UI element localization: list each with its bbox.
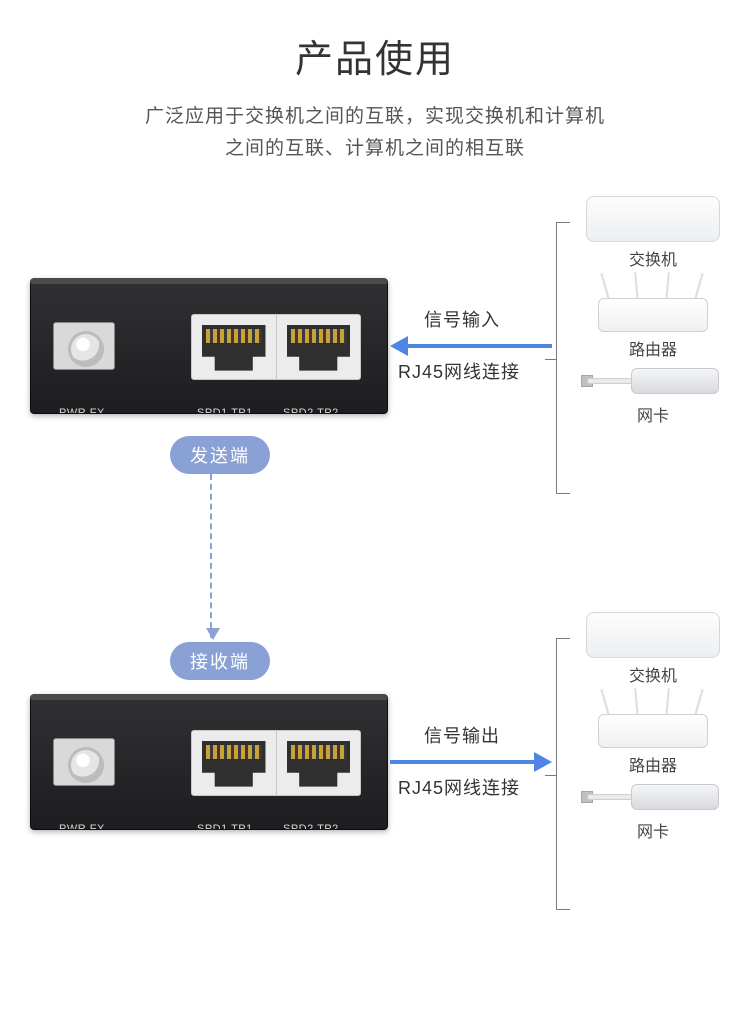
device-label: 交换机 <box>629 662 677 686</box>
device-label: 网卡 <box>637 818 669 842</box>
bracket-bottom <box>556 638 570 910</box>
pill-send: 发送端 <box>170 436 270 474</box>
signal-input-label: 信号输入 <box>424 306 500 332</box>
switch-icon <box>586 612 720 658</box>
device-nic: 网卡 <box>587 366 719 426</box>
router-icon <box>598 276 708 332</box>
bracket-tick <box>545 775 557 777</box>
router-icon <box>598 692 708 748</box>
device-column-bottom: 交换机 路由器 网卡 <box>578 612 728 848</box>
device-nic: 网卡 <box>587 782 719 842</box>
signal-output-label: 信号输出 <box>424 722 500 748</box>
label-pwr-fx: PWR FX <box>59 823 105 829</box>
bracket-top <box>556 222 570 494</box>
device-label: 路由器 <box>629 752 677 776</box>
device-router: 路由器 <box>598 276 708 360</box>
fx-port-icon <box>53 738 115 786</box>
subtitle-line-2: 之间的互联、计算机之间的相互联 <box>225 138 525 159</box>
converter-top: PWR FX SPD1 TP1 SPD2 TP2 <box>30 278 388 414</box>
device-label: 交换机 <box>629 246 677 270</box>
dashed-arrowhead-icon <box>206 628 220 640</box>
arrow-output <box>390 752 552 772</box>
converter-bottom: PWR FX SPD1 TP1 SPD2 TP2 <box>30 694 388 830</box>
nic-icon <box>587 366 719 398</box>
rj45-ports-icon <box>191 730 361 796</box>
label-spd1: SPD1 TP1 <box>197 823 253 829</box>
device-label: 网卡 <box>637 402 669 426</box>
device-switch: 交换机 <box>586 612 720 686</box>
fx-port-icon <box>53 322 115 370</box>
label-pwr-fx: PWR FX <box>59 407 105 413</box>
bracket-tick <box>545 359 557 361</box>
rj45-label-bottom: RJ45网线连接 <box>398 774 520 800</box>
rj45-label-top: RJ45网线连接 <box>398 358 520 384</box>
label-spd1: SPD1 TP1 <box>197 407 253 413</box>
label-spd2: SPD2 TP2 <box>283 407 339 413</box>
switch-icon <box>586 196 720 242</box>
nic-icon <box>587 782 719 814</box>
page-title: 产品使用 <box>0 28 750 83</box>
label-spd2: SPD2 TP2 <box>283 823 339 829</box>
dashed-link <box>210 474 212 638</box>
device-switch: 交换机 <box>586 196 720 270</box>
device-label: 路由器 <box>629 336 677 360</box>
device-column-top: 交换机 路由器 网卡 <box>578 196 728 432</box>
pill-recv: 接收端 <box>170 642 270 680</box>
subtitle-line-1: 广泛应用于交换机之间的互联，实现交换机和计算机 <box>145 106 605 127</box>
arrow-input <box>390 336 552 356</box>
device-router: 路由器 <box>598 692 708 776</box>
diagram-canvas: PWR FX SPD1 TP1 SPD2 TP2 PWR FX SPD1 TP1… <box>0 186 750 1006</box>
page-subtitle: 广泛应用于交换机之间的互联，实现交换机和计算机 之间的互联、计算机之间的相互联 <box>0 101 750 166</box>
rj45-ports-icon <box>191 314 361 380</box>
